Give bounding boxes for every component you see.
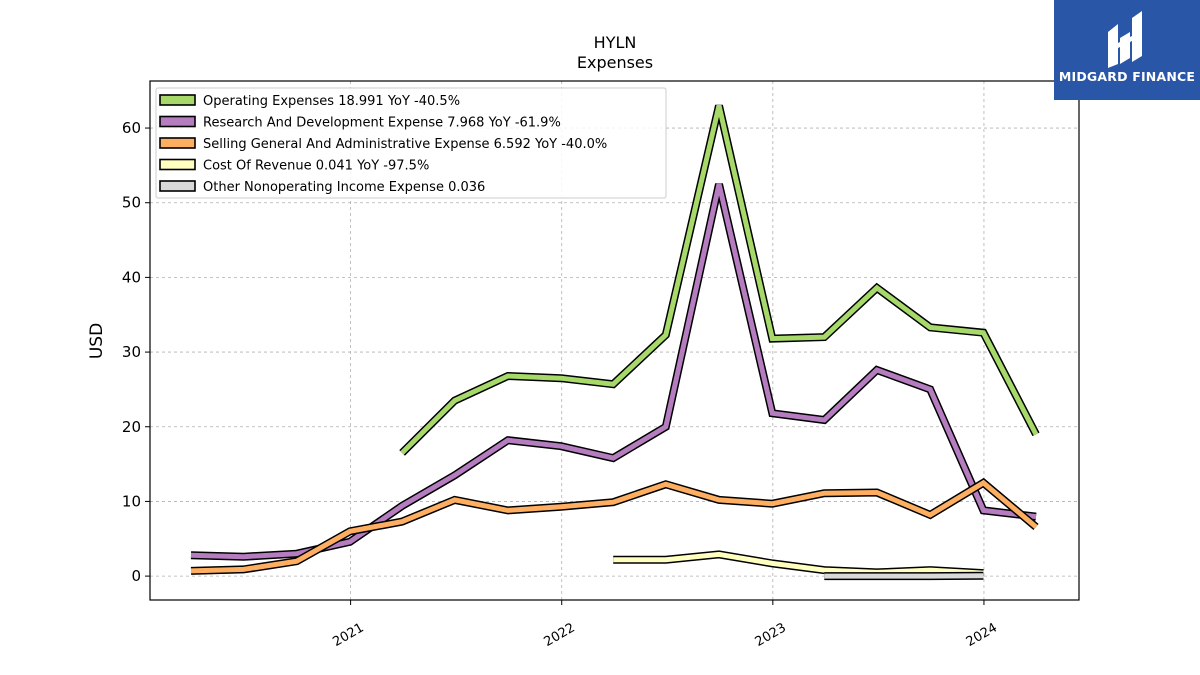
legend-entry: Selling General And Administrative Expen… [203, 137, 607, 152]
legend-swatch [159, 180, 196, 192]
x-tick-label: 2022 [542, 620, 578, 650]
y-tick-label: 40 [122, 268, 141, 286]
legend-swatch [159, 115, 196, 128]
y-tick-label: 60 [122, 119, 141, 137]
x-tick-label: 2023 [753, 620, 789, 650]
y-tick-label: 20 [122, 418, 141, 436]
series-selling-general-and-administrative-expense [190, 477, 1039, 575]
brand-logo: MIDGARD FINANCE [1054, 0, 1200, 100]
y-tick-label: 30 [122, 343, 141, 361]
legend-entry: Operating Expenses 18.991 YoY -40.5% [203, 94, 460, 109]
legend-swatch [159, 137, 196, 149]
y-tick-label: 50 [122, 194, 141, 212]
y-axis-label: USD [87, 323, 107, 359]
series-operating-expenses [399, 104, 1040, 456]
legend: Operating Expenses 18.991 YoY -40.5% Rese… [155, 87, 667, 199]
legend-swatch [159, 158, 196, 171]
midgard-logo-icon [1108, 11, 1142, 68]
legend-entry: Research And Development Expense 7.968 Y… [203, 116, 561, 131]
legend-entry: Other Nonoperating Income Expense 0.036 [203, 180, 485, 195]
series-cost-of-revenue [613, 550, 984, 578]
chart-title: HYLN [594, 33, 637, 52]
x-tick-label: 2024 [964, 620, 1000, 650]
series-line [613, 551, 984, 576]
series-line [400, 105, 1039, 455]
chart-subtitle: Expenses [577, 53, 653, 72]
series-line [190, 479, 1038, 574]
plot-frame [149, 80, 1080, 601]
y-tick-label: 0 [131, 567, 141, 585]
x-tick-label: 2021 [330, 620, 366, 650]
legend-box [155, 87, 667, 199]
brand-name: MIDGARD FINANCE [1058, 69, 1196, 84]
legend-entry: Cost Of Revenue 0.041 YoY -97.5% [203, 159, 429, 174]
legend-swatch [159, 94, 196, 106]
y-tick-label: 10 [122, 492, 141, 510]
